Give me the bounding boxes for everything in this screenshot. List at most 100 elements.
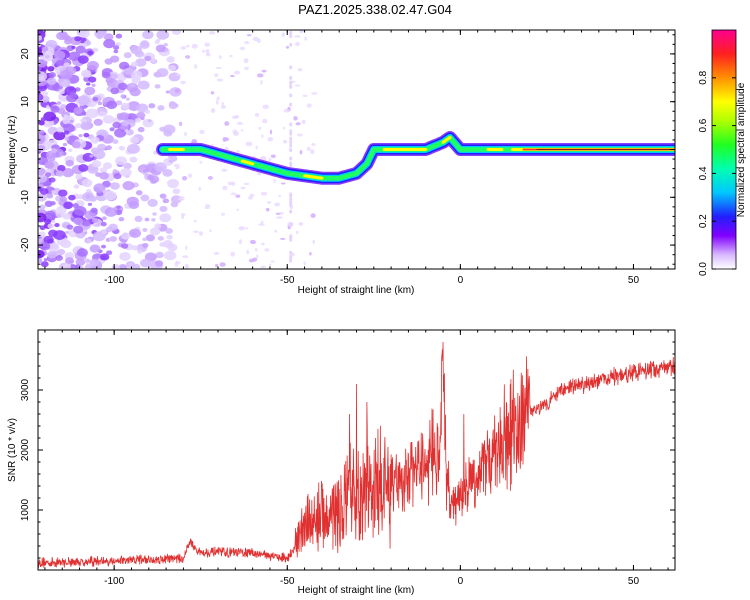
noise-blob — [240, 129, 244, 132]
noise-blob — [125, 97, 130, 101]
noise-blob — [231, 115, 238, 119]
noise-blob — [113, 173, 122, 180]
noise-blob — [289, 93, 293, 98]
noise-blob — [199, 161, 203, 164]
noise-blob — [289, 156, 293, 161]
noise-blob — [75, 173, 83, 180]
noise-blob — [40, 117, 47, 122]
noise-blob — [50, 201, 56, 206]
x-tick-label: -50 — [280, 576, 295, 587]
noise-blob — [51, 105, 58, 110]
noise-blob — [181, 175, 188, 181]
noise-blob — [298, 221, 304, 226]
noise-blob — [162, 169, 173, 177]
noise-blob — [180, 46, 187, 50]
noise-blob — [205, 52, 211, 57]
noise-blob — [131, 263, 141, 269]
noise-blob — [301, 119, 306, 124]
noise-blob — [167, 178, 179, 189]
noise-blob — [289, 65, 293, 70]
noise-blob — [269, 263, 272, 267]
noise-blob — [166, 234, 173, 240]
noise-blob — [87, 60, 99, 71]
noise-blob — [276, 216, 284, 219]
noise-blob — [105, 145, 112, 151]
noise-blob — [58, 262, 71, 269]
y-tick-label: 0 — [20, 146, 31, 152]
noise-blob — [280, 237, 286, 240]
noise-blob — [294, 42, 300, 47]
noise-blob — [269, 129, 273, 135]
noise-blob — [62, 168, 75, 178]
noise-blob — [38, 34, 43, 41]
noise-blob — [102, 114, 115, 124]
y-tick-label: 3000 — [20, 378, 31, 401]
noise-blob — [102, 216, 107, 220]
noise-blob — [44, 172, 52, 178]
noise-blob — [144, 217, 150, 222]
noise-blob — [248, 258, 255, 263]
colorbar-label: Normalized spectral amplitude — [736, 82, 747, 217]
noise-blob — [258, 126, 262, 130]
noise-blob — [289, 163, 293, 168]
noise-blob — [224, 121, 230, 126]
noise-blob — [60, 239, 72, 249]
noise-blob — [110, 182, 120, 190]
noise-blob — [198, 186, 202, 191]
noise-blob — [236, 121, 243, 125]
noise-blob — [191, 43, 198, 49]
noise-blob — [64, 35, 73, 42]
noise-blob — [289, 197, 293, 202]
noise-blob — [104, 190, 117, 201]
noise-blob — [106, 250, 113, 256]
noise-blob — [289, 102, 293, 107]
noise-blob — [152, 212, 157, 216]
noise-blob — [159, 242, 166, 247]
noise-blob — [81, 178, 93, 188]
noise-blob — [282, 139, 288, 144]
noise-blob — [168, 159, 174, 164]
colorbar-tick-label: 0.6 — [698, 118, 709, 132]
noise-blob — [159, 213, 172, 223]
noise-blob — [56, 126, 64, 133]
noise-blob — [99, 172, 109, 180]
noise-blob — [73, 106, 83, 115]
noise-blob — [84, 258, 90, 263]
noise-blob — [310, 213, 316, 218]
snr-xlabel: Height of straight line (km) — [298, 585, 415, 596]
noise-blob — [215, 99, 219, 105]
noise-blob — [60, 104, 67, 109]
y-tick-label: 1000 — [20, 498, 31, 521]
noise-blob — [159, 205, 168, 213]
noise-blob — [311, 143, 316, 147]
noise-blob — [209, 31, 216, 35]
noise-blob — [221, 168, 228, 172]
noise-blob — [245, 227, 248, 230]
noise-blob — [57, 248, 66, 256]
noise-blob — [58, 78, 71, 88]
noise-blob — [140, 194, 150, 202]
noise-blob — [38, 66, 42, 72]
noise-blob — [43, 258, 48, 262]
noise-blob — [159, 126, 166, 132]
noise-blob — [243, 182, 250, 186]
noise-blob — [101, 244, 107, 249]
noise-blob — [113, 45, 120, 50]
noise-blob — [221, 212, 226, 216]
noise-blob — [93, 183, 106, 193]
noise-blob — [249, 193, 255, 198]
x-tick-label: 0 — [458, 576, 464, 587]
noise-blob — [214, 73, 219, 78]
noise-blob — [38, 137, 45, 145]
noise-blob — [235, 194, 241, 198]
noise-blob — [38, 167, 46, 176]
noise-blob — [92, 47, 99, 53]
noise-blob — [43, 111, 57, 122]
noise-blob — [66, 224, 74, 230]
noise-blob — [129, 82, 136, 88]
noise-blob — [289, 42, 293, 47]
noise-blob — [116, 205, 121, 209]
noise-blob — [311, 92, 318, 95]
colorbar-frame — [711, 29, 737, 270]
